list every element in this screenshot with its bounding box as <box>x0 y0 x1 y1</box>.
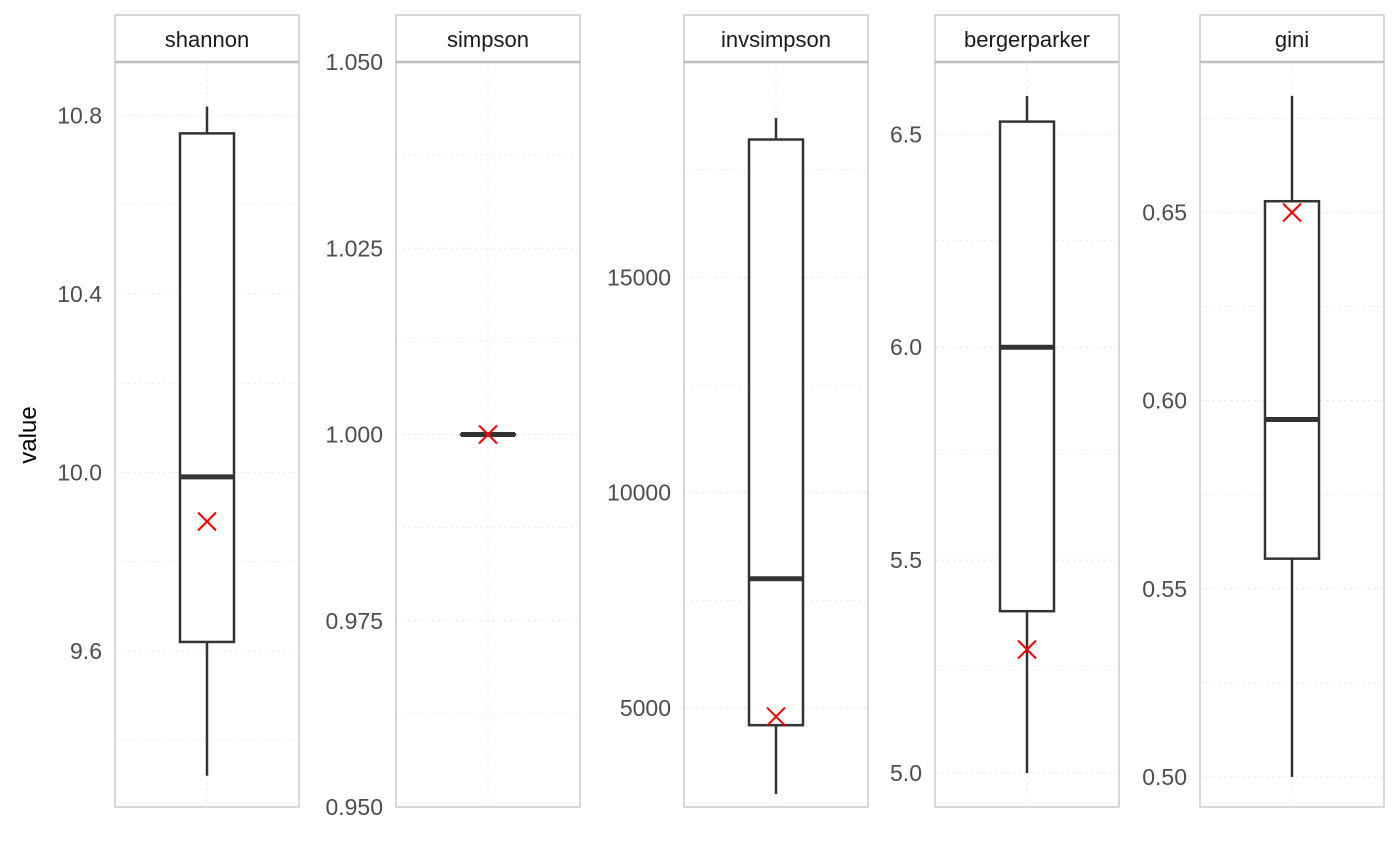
y-tick-label: 10.4 <box>57 281 102 307</box>
panel-gini: gini 0.50 0.55 0.60 0.65 <box>1142 14 1385 808</box>
strip-label-bergerparker: bergerparker <box>964 27 1090 52</box>
mean-marker <box>478 424 498 445</box>
y-tick-label: 1.050 <box>325 49 383 75</box>
y-tick-label: 0.975 <box>325 608 383 634</box>
strip-label-invsimpson: invsimpson <box>721 27 831 52</box>
panel-frame <box>683 14 869 808</box>
y-tick-label: 10000 <box>607 480 671 506</box>
box-iqr <box>178 132 236 644</box>
y-tick-label: 6.5 <box>890 121 922 147</box>
y-tick-label: 0.950 <box>325 794 383 820</box>
mean-marker <box>1282 202 1302 223</box>
mean-marker <box>1017 639 1037 660</box>
panel-simpson: simpson 0.950 0.975 1.000 1.025 1.050 <box>325 14 581 820</box>
panel-frame <box>114 14 300 808</box>
facet-panels: shannon 9.6 10.0 10.4 10.8 simpson 0.950 0.975 1… <box>57 14 1385 820</box>
y-tick-label: 5.5 <box>890 547 922 573</box>
box-iqr <box>1263 199 1321 560</box>
panel-shannon: shannon 9.6 10.0 10.4 10.8 <box>57 14 300 808</box>
y-tick-label: 1.025 <box>325 235 383 261</box>
box-iqr <box>998 120 1056 613</box>
y-tick-label: 0.60 <box>1142 388 1187 414</box>
y-tick-label: 10.8 <box>57 103 102 129</box>
y-tick-label: 10.0 <box>57 459 102 485</box>
panel-frame <box>395 14 581 808</box>
y-tick-label: 9.6 <box>70 638 102 664</box>
mean-marker <box>766 706 786 727</box>
y-tick-label: 0.50 <box>1142 764 1187 790</box>
panel-invsimpson: invsimpson 5000 10000 15000 <box>607 14 869 808</box>
y-tick-label: 5000 <box>620 695 671 721</box>
mean-marker <box>197 511 217 532</box>
strip-label-shannon: shannon <box>165 27 249 52</box>
y-tick-label: 15000 <box>607 264 671 290</box>
y-tick-label: 5.0 <box>890 760 922 786</box>
y-tick-label: 0.65 <box>1142 200 1187 226</box>
y-tick-label: 6.0 <box>890 334 922 360</box>
panel-frame <box>1199 14 1385 808</box>
panel-frame <box>934 14 1120 808</box>
strip-label-simpson: simpson <box>447 27 529 52</box>
y-tick-label: 0.55 <box>1142 576 1187 602</box>
y-tick-label: 1.000 <box>325 422 383 448</box>
panel-bergerparker: bergerparker 5.0 5.5 6.0 6.5 <box>890 14 1120 808</box>
y-axis-title: value <box>15 406 42 463</box>
strip-label-gini: gini <box>1275 27 1309 52</box>
box-iqr <box>747 138 805 727</box>
